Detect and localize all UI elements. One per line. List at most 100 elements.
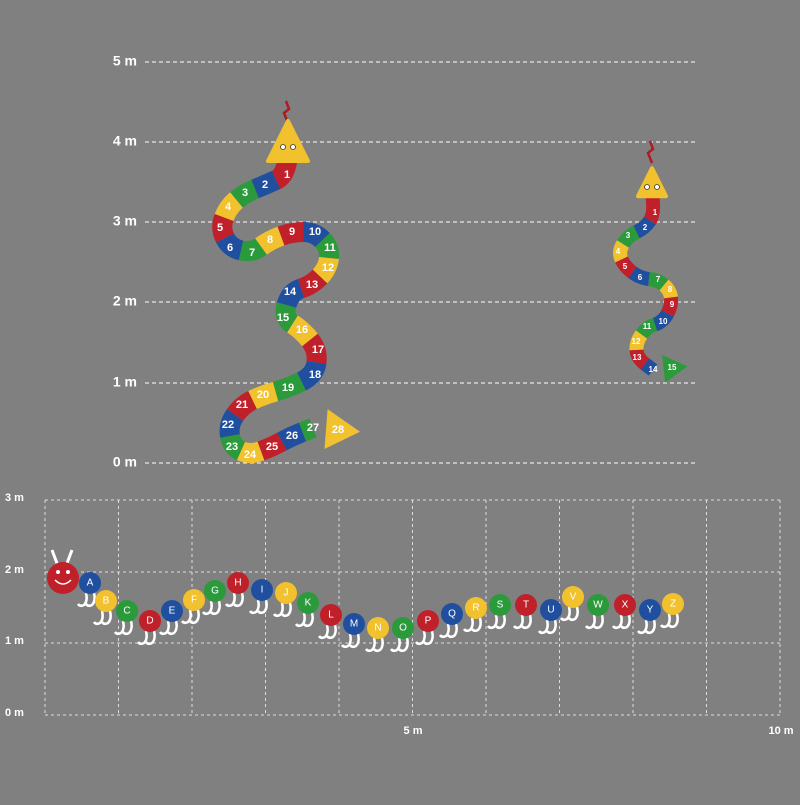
letter: N [374, 623, 381, 634]
snake-segment [255, 226, 285, 255]
snake-segment [286, 315, 318, 347]
snake-segment [652, 309, 674, 332]
snake-segment [212, 213, 235, 243]
segment-number: 15 [668, 363, 677, 372]
leg [364, 637, 376, 653]
segment-number: 6 [638, 273, 643, 282]
segment-number: 11 [643, 322, 652, 331]
leg [446, 623, 458, 639]
leg [317, 624, 329, 640]
leg [667, 613, 679, 629]
body-segment [116, 600, 138, 622]
snake-segment [236, 441, 265, 463]
leg [84, 592, 96, 608]
snake-segment [629, 330, 648, 351]
segment-number: 21 [236, 399, 248, 411]
leg [280, 602, 292, 618]
leg [592, 614, 604, 630]
segment-number: 6 [227, 242, 233, 254]
leg [166, 620, 178, 636]
snake-segment [226, 390, 258, 421]
letter: B [103, 596, 110, 607]
snake-segment [617, 225, 640, 248]
body-segment [614, 594, 636, 616]
body-segment [161, 600, 183, 622]
snake-head [636, 166, 668, 199]
snake-segment [633, 216, 656, 239]
snake-segment [301, 333, 327, 364]
snake-segment [629, 349, 650, 370]
segment-number: 12 [322, 262, 334, 274]
letter: V [570, 592, 577, 603]
segment-number: 7 [656, 275, 661, 284]
body-segment [275, 582, 297, 604]
letter: D [146, 616, 153, 627]
segment-number: 1 [653, 208, 658, 217]
leg [422, 630, 434, 646]
snake-segment [214, 192, 244, 222]
snake-segment [272, 372, 306, 402]
segment-number: 14 [649, 365, 658, 374]
leg [232, 592, 244, 608]
leg [302, 612, 314, 628]
letter: G [211, 586, 219, 597]
letter: H [234, 578, 241, 589]
letter: E [169, 606, 176, 617]
body-segment [392, 617, 414, 639]
leg [92, 610, 104, 626]
snake-eye [654, 184, 660, 190]
tongue [646, 140, 655, 164]
leg [494, 614, 506, 630]
segment-number: 9 [670, 300, 675, 309]
leg [611, 614, 623, 630]
grid-label: 10 m [768, 725, 793, 737]
grid-label: 2 m [5, 564, 24, 576]
leg [438, 623, 450, 639]
segment-number: 5 [217, 222, 223, 234]
grid-label: 0 m [5, 707, 24, 719]
leg [619, 614, 631, 630]
scale-label: 0 m [113, 454, 137, 470]
body-segment [204, 580, 226, 602]
segment-number: 24 [244, 449, 257, 461]
leg [209, 600, 221, 616]
letter: C [123, 606, 130, 617]
body-segment [251, 579, 273, 601]
body-segment [95, 590, 117, 612]
segment-number: 9 [289, 226, 295, 238]
body-segment [540, 599, 562, 621]
leg [372, 637, 384, 653]
grid-label: 3 m [5, 492, 24, 504]
snake-segment [216, 233, 244, 261]
snake-segment [312, 256, 339, 284]
leg [470, 617, 482, 633]
segment-number: 13 [306, 279, 318, 291]
grid-label: 5 m [404, 725, 423, 737]
snake-segment [303, 222, 330, 248]
leg [486, 614, 498, 630]
eye [66, 570, 70, 574]
letter: W [593, 600, 603, 611]
leg [512, 614, 524, 630]
snake-eye [280, 144, 286, 150]
segment-number: 18 [309, 369, 321, 381]
snake-segment [257, 432, 287, 461]
segment-number: 1 [284, 169, 290, 181]
segment-number: 4 [616, 247, 621, 256]
segment-number: 10 [659, 317, 668, 326]
leg [537, 619, 549, 635]
snake-tail [324, 409, 360, 449]
letter: Q [448, 609, 456, 620]
segment-number: 8 [267, 234, 273, 246]
segment-number: 3 [242, 187, 248, 199]
leg [559, 606, 571, 622]
body-segment [79, 572, 101, 594]
leg [248, 599, 260, 615]
body-segment [515, 594, 537, 616]
snake-segment [661, 296, 679, 317]
leg [180, 609, 192, 625]
body-segment [367, 617, 389, 639]
segment-number: 8 [668, 285, 673, 294]
segment-number: 26 [286, 430, 298, 442]
snake-segment [297, 269, 328, 299]
